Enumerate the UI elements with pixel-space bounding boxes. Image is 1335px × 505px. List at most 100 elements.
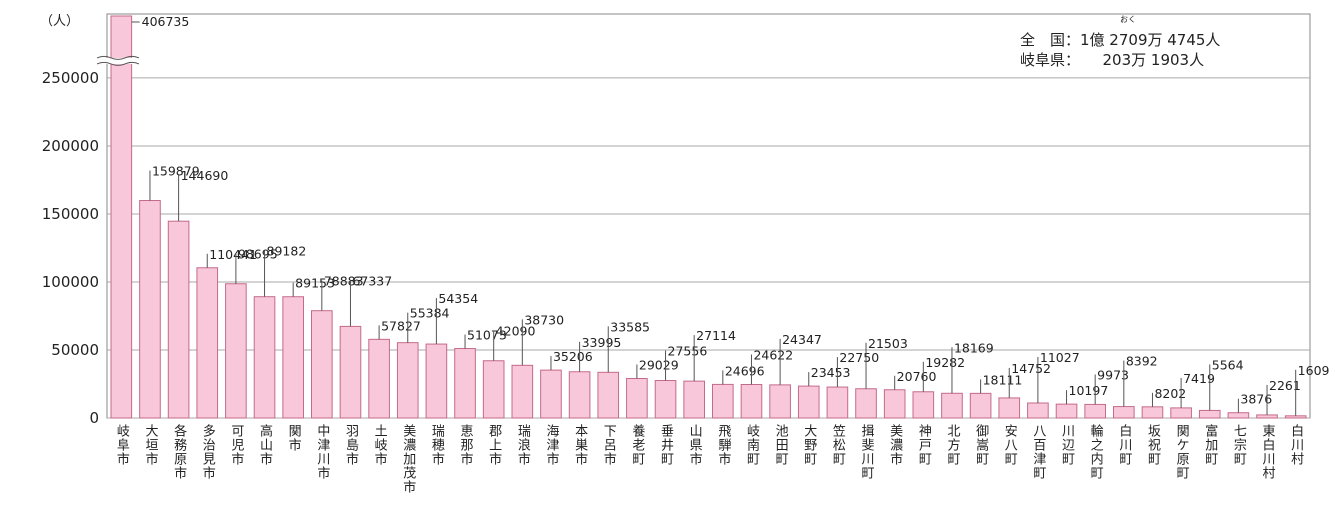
bar <box>912 391 935 419</box>
x-tick-label: 輪之内町 <box>1088 423 1104 480</box>
x-tick-label: 関ケ原町 <box>1174 424 1190 480</box>
x-tick-label: 大野町 <box>801 424 817 466</box>
x-tick-label: 七宗町 <box>1231 424 1247 466</box>
bar <box>1084 403 1106 419</box>
bar <box>425 343 448 419</box>
bar <box>196 267 219 419</box>
value-label: 29029 <box>639 358 679 373</box>
value-label: 38730 <box>524 312 564 327</box>
bar <box>769 384 791 419</box>
value-label: 78883 <box>324 274 364 289</box>
value-label: 9973 <box>1097 367 1129 382</box>
bar <box>969 392 992 419</box>
annotation: 全 国：1億 2709万 4745人 <box>1020 31 1220 49</box>
x-tick-label: 神戸町 <box>916 424 932 466</box>
value-label: 27114 <box>696 328 736 343</box>
value-label: 98695 <box>238 247 278 262</box>
x-tick-label: 飛騨市 <box>715 424 731 466</box>
bar <box>826 386 849 419</box>
value-label: 14752 <box>1011 361 1051 376</box>
x-tick-label: 高山市 <box>257 423 273 466</box>
x-tick-label: 岐阜市 <box>114 424 130 466</box>
value-label: 11027 <box>1040 350 1080 365</box>
bar <box>740 384 763 419</box>
value-label: 33585 <box>610 319 650 334</box>
bar <box>139 200 161 419</box>
value-label: 10197 <box>1069 383 1109 398</box>
axis-break-mark <box>96 55 140 60</box>
value-label: 51073 <box>467 328 507 343</box>
bar <box>1198 409 1221 419</box>
value-label: 7419 <box>1183 371 1215 386</box>
y-tick-label: 50000 <box>51 341 99 359</box>
axis-break <box>97 57 134 64</box>
x-tick-label: 下呂市 <box>601 424 617 466</box>
value-label: 33995 <box>582 335 622 350</box>
axis-break-mark <box>96 61 140 66</box>
bar <box>1113 406 1135 419</box>
bar <box>282 296 304 419</box>
bar <box>855 388 877 419</box>
bar <box>941 392 963 419</box>
bar <box>1170 407 1192 419</box>
x-tick-label: 本巣市 <box>572 424 588 466</box>
annotation: 岐阜県： 203万 1903人 <box>1020 51 1204 69</box>
x-tick-label: 各務原市 <box>171 423 187 480</box>
x-tick-label: 岐南町 <box>744 424 760 466</box>
bar <box>597 371 620 419</box>
bar <box>396 342 419 419</box>
y-tick-label: 100000 <box>42 273 99 291</box>
value-label: 8202 <box>1154 386 1186 401</box>
value-label: 3876 <box>1240 392 1272 407</box>
bar <box>511 364 534 419</box>
value-label: 35206 <box>553 349 593 364</box>
bar <box>1227 412 1250 419</box>
bar <box>368 338 390 419</box>
value-label: 1609 <box>1298 363 1330 378</box>
x-tick-label: 白川町 <box>1116 423 1132 466</box>
x-tick-label: 羽島市 <box>343 424 359 466</box>
bar <box>167 220 190 419</box>
value-label: 24696 <box>725 363 765 378</box>
y-tick-label: 0 <box>89 409 99 427</box>
x-tick-label: 川辺町 <box>1059 424 1075 466</box>
value-label: 42090 <box>496 324 536 339</box>
x-tick-label: 美濃加茂市 <box>400 424 416 494</box>
bar <box>339 325 362 419</box>
x-tick-label: 池田町 <box>773 424 789 466</box>
value-label: 159879 <box>152 164 200 179</box>
value-label: 19282 <box>925 355 965 370</box>
bar <box>482 360 505 419</box>
bar <box>311 310 333 419</box>
x-tick-label: 養老町 <box>629 423 645 466</box>
y-tick-label: 150000 <box>42 205 99 223</box>
value-label: 27556 <box>668 344 708 359</box>
x-tick-label: 富加町 <box>1202 423 1218 466</box>
value-label: 5564 <box>1212 357 1244 372</box>
value-label: 57827 <box>381 318 421 333</box>
x-tick-label: 垂井町 <box>658 424 674 466</box>
value-label: 89153 <box>295 276 335 291</box>
value-label: 21503 <box>868 336 908 351</box>
y-tick-label: 250000 <box>42 69 99 87</box>
x-tick-label: 瑞穂市 <box>429 424 445 466</box>
bar <box>225 283 247 419</box>
bar <box>712 383 734 419</box>
x-tick-label: 揖斐川町 <box>859 424 875 480</box>
x-tick-label: 恵那市 <box>458 424 474 466</box>
x-tick-label: 東白川村 <box>1260 423 1276 480</box>
x-tick-label: 北方町 <box>944 424 960 466</box>
bar <box>883 389 906 419</box>
value-label: 8392 <box>1126 354 1158 369</box>
bar <box>797 385 820 419</box>
value-label: 144690 <box>181 168 229 183</box>
x-tick-label: 多治見市 <box>200 423 216 480</box>
value-label: 89182 <box>267 244 307 259</box>
x-tick-label: 笠松町 <box>830 424 846 466</box>
value-label: 18169 <box>954 340 994 355</box>
x-tick-label: 郡上市 <box>486 424 502 466</box>
bar <box>110 15 133 419</box>
bar <box>683 380 705 419</box>
